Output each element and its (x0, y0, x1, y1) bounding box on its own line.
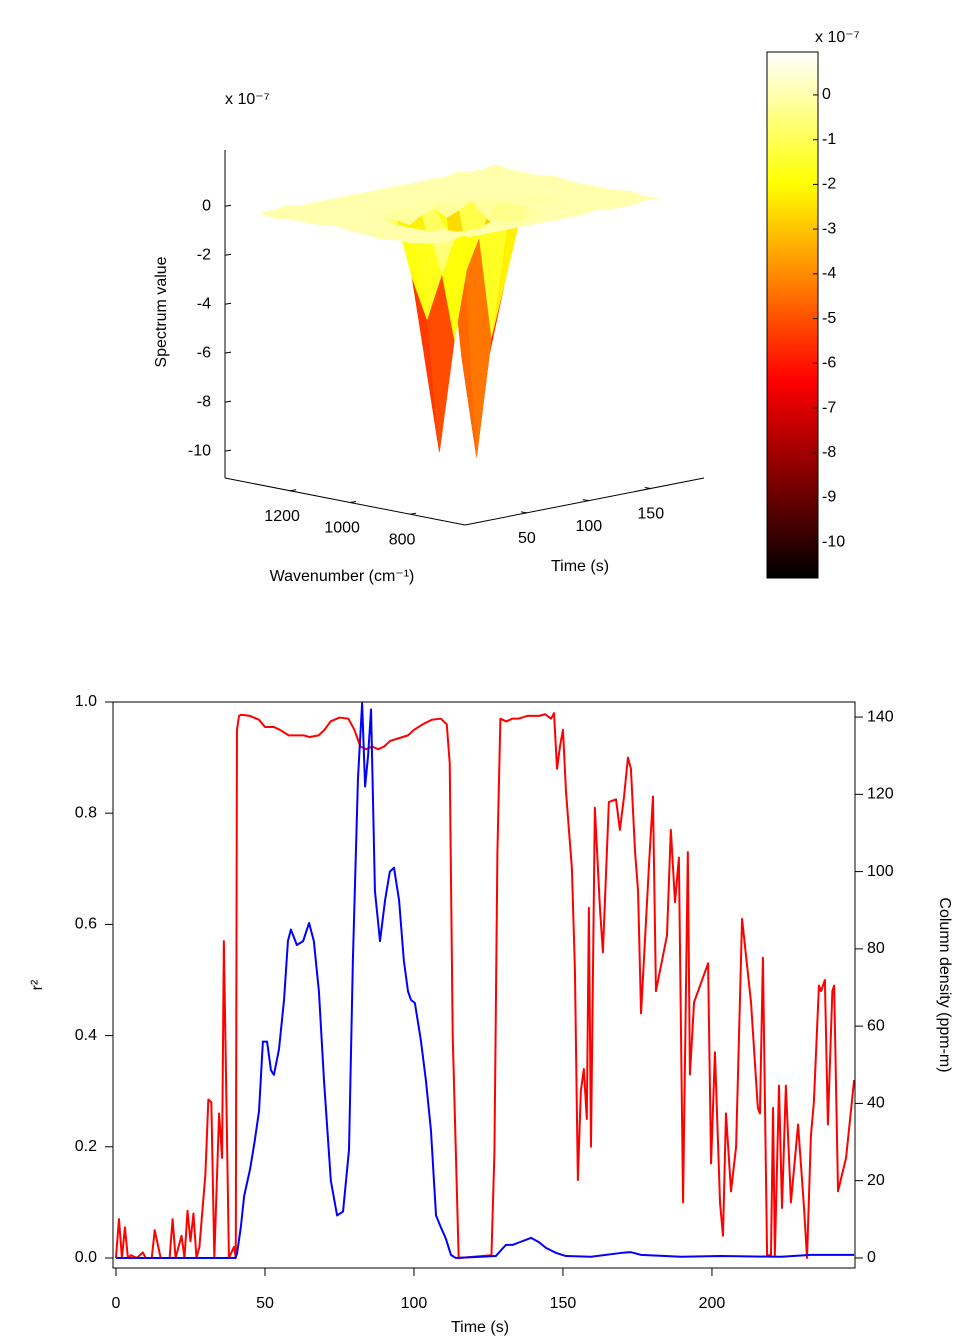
x-axis-title: Wavenumber (cm⁻¹) (270, 568, 415, 585)
y2-tick-label: 120 (867, 786, 894, 803)
colorbar (766, 51, 819, 579)
z-tick (224, 351, 232, 354)
x-axis (224, 477, 466, 526)
y-tick-label: 0.2 (75, 1138, 97, 1155)
colorbar-tick-label: -7 (822, 399, 836, 416)
y2-axis-title: Column density (ppm-m) (936, 897, 953, 1072)
y-tick-label: 100 (575, 518, 602, 535)
y-axis-title: Time (s) (551, 558, 609, 575)
colorbar-tick-label: -4 (822, 265, 836, 282)
x-tick-label: 1000 (324, 520, 360, 537)
z-tick (224, 204, 232, 207)
y-tick (644, 486, 651, 489)
z-tick-label: -6 (197, 344, 211, 361)
x-tick (410, 512, 417, 515)
y2-tick-label: 0 (867, 1249, 876, 1266)
colorbar-tick-label: -3 (822, 220, 836, 237)
x-tick-label: 100 (401, 1295, 428, 1312)
z-tick-label: -8 (197, 393, 211, 410)
x-axis-title: Time (s) (451, 1319, 509, 1336)
colorbar-tick-label: 0 (822, 86, 831, 103)
colorbar-tick-label: -10 (822, 533, 845, 550)
z-tick-label: 0 (202, 198, 211, 215)
data-line (115, 702, 855, 1259)
y2-tick-label: 100 (867, 863, 894, 880)
colorbar-tick-label: -8 (822, 444, 836, 461)
y-axis-title: r² (29, 979, 46, 990)
colorbar-tick-label: -2 (822, 176, 836, 193)
y2-tick-label: 60 (867, 1017, 885, 1034)
z-tick (224, 449, 232, 452)
y-tick-label: 0.8 (75, 804, 97, 821)
data-line (114, 712, 855, 1259)
y-tick-label: 0.6 (75, 916, 97, 933)
y-tick (520, 511, 527, 514)
z-axis-title: Spectrum value (153, 256, 170, 367)
x-tick (290, 489, 297, 492)
y-tick (582, 499, 589, 502)
plot-frame (112, 701, 856, 1269)
x-tick-label: 50 (256, 1295, 274, 1312)
colorbar-tick-label: -9 (822, 489, 836, 506)
y-tick-label: 0.4 (75, 1027, 97, 1044)
z-tick-label: -10 (188, 442, 211, 459)
x-tick-label: 150 (550, 1295, 577, 1312)
colorbar-tick-label: -6 (822, 355, 836, 372)
y-axis (464, 477, 705, 526)
z-tick-label: -4 (197, 295, 211, 312)
x-tick-label: 0 (112, 1295, 121, 1312)
x-tick (350, 501, 357, 503)
y2-tick-label: 140 (867, 708, 894, 725)
z-tick (224, 302, 232, 305)
y2-tick-label: 80 (867, 940, 885, 957)
y2-tick-label: 20 (867, 1172, 885, 1189)
surface-cell (409, 237, 438, 244)
z-multiplier: x 10⁻⁷ (225, 91, 270, 108)
y-tick-label: 150 (637, 506, 664, 523)
z-tick (224, 253, 232, 256)
colorbar-tick-label: -5 (822, 310, 836, 327)
colorbar-multiplier: x 10⁻⁷ (815, 29, 860, 46)
colorbar-tick-label: -1 (822, 131, 836, 148)
y2-tick-label: 40 (867, 1095, 885, 1112)
z-tick-label: -2 (197, 246, 211, 263)
x-tick-label: 1200 (264, 508, 300, 525)
x-tick-label: 200 (699, 1295, 726, 1312)
z-tick (224, 400, 232, 403)
y-tick-label: 1.0 (75, 693, 97, 710)
y-tick-label: 0.0 (75, 1249, 97, 1266)
x-tick-label: 800 (389, 531, 416, 548)
y-tick-label: 50 (518, 530, 536, 547)
